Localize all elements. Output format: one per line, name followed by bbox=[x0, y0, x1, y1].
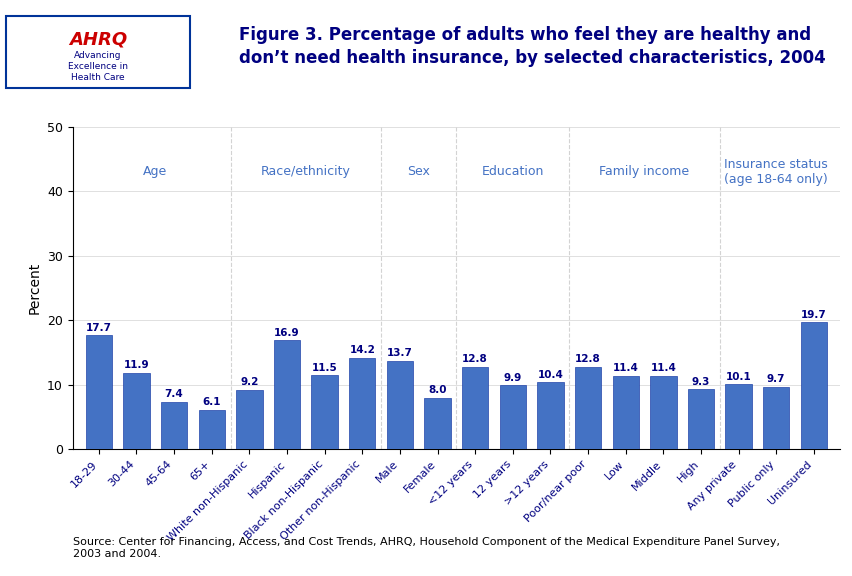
Bar bbox=[499, 385, 526, 449]
Text: Race/ethnicity: Race/ethnicity bbox=[261, 165, 350, 179]
Bar bbox=[348, 358, 375, 449]
Text: Advancing
Excellence in
Health Care: Advancing Excellence in Health Care bbox=[68, 51, 128, 82]
Text: 12.8: 12.8 bbox=[574, 354, 601, 364]
Bar bbox=[462, 367, 488, 449]
Text: Family income: Family income bbox=[599, 165, 688, 179]
Text: 10.4: 10.4 bbox=[537, 370, 562, 380]
Text: AHRQ: AHRQ bbox=[69, 31, 127, 49]
Bar bbox=[724, 384, 751, 449]
Text: 10.1: 10.1 bbox=[725, 372, 751, 381]
Bar bbox=[124, 373, 149, 449]
Text: Insurance status
(age 18-64 only): Insurance status (age 18-64 only) bbox=[723, 158, 827, 186]
Text: 14.2: 14.2 bbox=[349, 345, 375, 355]
Bar bbox=[273, 340, 300, 449]
FancyBboxPatch shape bbox=[6, 16, 190, 88]
Text: 12.8: 12.8 bbox=[462, 354, 487, 364]
Text: 11.4: 11.4 bbox=[649, 363, 676, 373]
Bar bbox=[574, 367, 601, 449]
Text: 11.4: 11.4 bbox=[612, 363, 638, 373]
Text: 19.7: 19.7 bbox=[800, 310, 826, 320]
Bar bbox=[161, 401, 187, 449]
Text: 11.5: 11.5 bbox=[311, 362, 337, 373]
Bar bbox=[649, 376, 676, 449]
Bar bbox=[236, 390, 262, 449]
Text: Age: Age bbox=[143, 165, 167, 179]
Text: 9.7: 9.7 bbox=[766, 374, 785, 384]
Text: 11.9: 11.9 bbox=[124, 360, 149, 370]
Text: 13.7: 13.7 bbox=[387, 348, 412, 358]
Text: 6.1: 6.1 bbox=[202, 397, 221, 407]
Bar bbox=[800, 322, 826, 449]
Bar bbox=[687, 389, 713, 449]
Text: Sex: Sex bbox=[406, 165, 429, 179]
Bar bbox=[199, 410, 225, 449]
Text: 17.7: 17.7 bbox=[86, 323, 112, 332]
Bar bbox=[85, 335, 112, 449]
Bar bbox=[311, 375, 337, 449]
Text: 9.3: 9.3 bbox=[691, 377, 710, 386]
Bar bbox=[424, 397, 450, 449]
Text: Source: Center for Financing, Access, and Cost Trends, AHRQ, Household Component: Source: Center for Financing, Access, an… bbox=[72, 537, 779, 559]
Y-axis label: Percent: Percent bbox=[27, 262, 41, 314]
Text: Figure 3. Percentage of adults who feel they are healthy and
don’t need health i: Figure 3. Percentage of adults who feel … bbox=[239, 26, 825, 67]
Bar bbox=[386, 361, 412, 449]
Text: 16.9: 16.9 bbox=[273, 328, 299, 338]
Bar bbox=[612, 376, 638, 449]
Text: 7.4: 7.4 bbox=[164, 389, 183, 399]
Text: 9.9: 9.9 bbox=[503, 373, 521, 383]
Text: Education: Education bbox=[481, 165, 544, 179]
Bar bbox=[537, 382, 563, 449]
Bar bbox=[763, 386, 788, 449]
Text: 8.0: 8.0 bbox=[428, 385, 446, 395]
Text: 9.2: 9.2 bbox=[240, 377, 258, 387]
